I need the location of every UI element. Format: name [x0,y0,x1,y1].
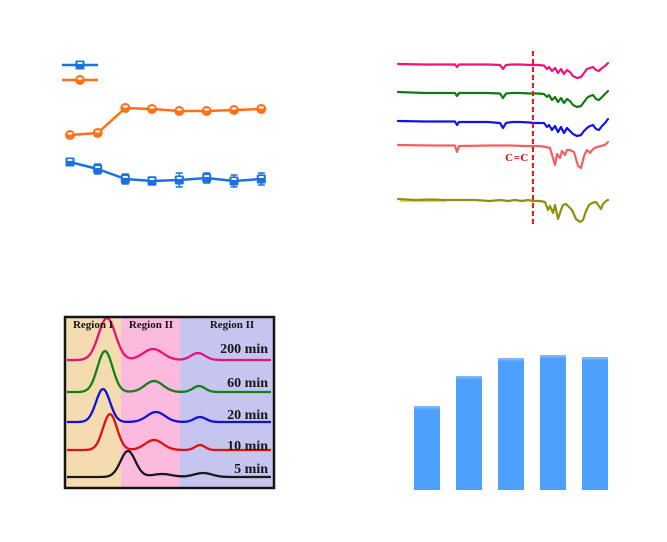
time-label: 5 min [234,462,268,477]
region-shade [121,318,180,487]
bar [456,376,482,490]
circle-marker [147,104,157,114]
marker-gloss [204,108,210,111]
marker-gloss [67,132,73,135]
circle-marker [92,128,103,138]
marker-gloss [176,177,182,179]
time-label: 10 min [227,439,268,454]
marker-gloss [122,105,128,108]
square-marker [65,157,75,167]
panel-a-line-chart [62,60,267,188]
chromatogram-curve [67,349,271,394]
region-shade [66,318,121,487]
time-label: 200 min [220,342,268,357]
square-marker [147,176,157,186]
spectrum-magenta [396,61,610,80]
panel-b-spectra-chart [396,51,610,227]
circle-marker [174,106,185,116]
bar [414,406,440,490]
square-marker [75,60,85,70]
chromatogram-curve [67,412,271,452]
square-marker [120,174,130,184]
marker-gloss [231,178,237,180]
marker-gloss [95,130,101,133]
time-label: 60 min [227,376,268,391]
square-marker [256,174,266,184]
square-marker [174,175,184,185]
spectrum-salmon [396,140,610,170]
plot-frame [63,315,276,490]
marker-gloss [149,178,155,180]
marker-gloss [67,159,73,161]
panel-d-bar-chart [414,355,608,490]
circle-marker [201,106,212,116]
region-label: Region II [209,319,255,331]
bar-top-highlight [582,357,608,360]
marker-gloss [258,176,264,178]
circle-marker [75,75,85,85]
circle-marker [65,130,75,140]
chromatogram-curve [67,449,271,479]
bar-top-highlight [414,406,440,409]
bar-top-highlight [540,355,566,358]
marker-gloss [77,62,83,64]
region-shade [180,318,273,487]
spectrum-green [396,89,610,109]
circle-marker [120,103,131,113]
region-label: Region II [128,319,174,331]
panel-c-chromatogram [63,315,276,490]
time-label: 20 min [227,408,268,423]
bar [540,355,566,490]
chromatogram-curve [67,316,271,362]
spectrum-olive [396,197,610,224]
marker-gloss [122,176,128,178]
square-marker [229,176,239,186]
spectrum-blue [396,117,610,138]
marker-gloss [231,107,237,110]
marker-gloss [176,108,182,111]
bar-top-highlight [498,358,524,361]
square-marker [202,173,212,183]
bar [582,357,608,490]
marker-gloss [149,106,155,109]
circle-marker [229,105,239,115]
blue-square-series-line [69,160,262,183]
chromatogram-curve [67,387,271,424]
annotation-cc-label: C=C [505,152,529,164]
bar [498,358,524,490]
marker-gloss [77,77,83,80]
circle-marker [256,104,267,114]
marker-gloss [95,166,101,168]
square-marker [93,164,103,174]
marker-gloss [204,175,210,177]
bar-top-highlight [456,376,482,379]
marker-gloss [258,106,264,109]
region-label: Region I [72,319,114,331]
